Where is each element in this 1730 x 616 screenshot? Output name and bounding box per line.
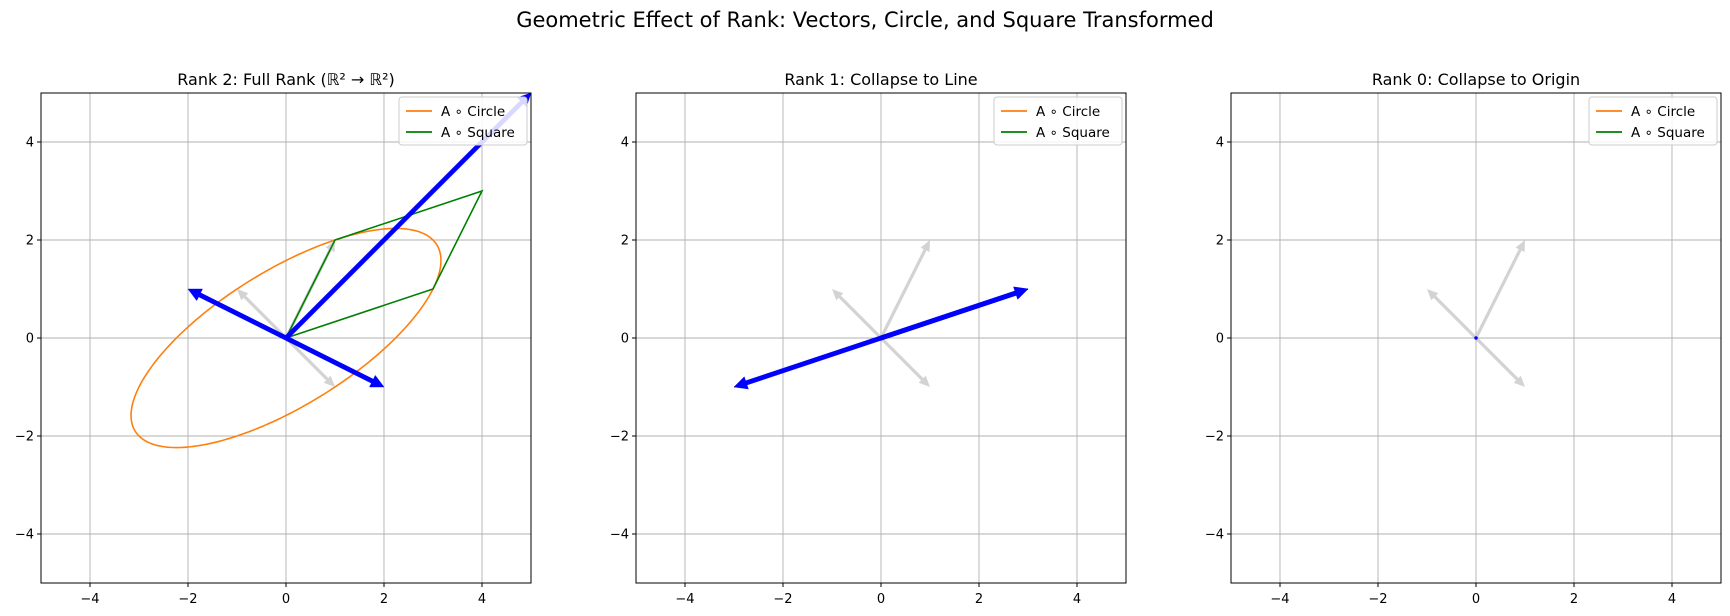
original-vector-arrow	[1427, 289, 1478, 340]
plot-area	[733, 240, 1029, 390]
x-tick-label: 0	[877, 592, 885, 607]
plot-area	[130, 93, 531, 449]
legend-label: A ∘ Square	[441, 125, 515, 141]
legend-label: A ∘ Circle	[1631, 104, 1695, 120]
legend-box	[1588, 96, 1718, 146]
transformed-circle-line	[130, 227, 442, 449]
transformed-vector-arrow	[187, 288, 288, 341]
plot-area	[1427, 240, 1525, 387]
legend-label: A ∘ Circle	[1036, 104, 1100, 120]
x-tick-label: 2	[975, 592, 983, 607]
y-tick-label: −2	[610, 430, 629, 445]
x-tick-label: −2	[178, 592, 197, 607]
y-tick-label: 2	[1216, 234, 1224, 249]
x-tick-label: 4	[1073, 592, 1081, 607]
legend: A ∘ Circle A ∘ Square	[398, 96, 528, 146]
panel-title: Rank 2: Full Rank (ℝ² → ℝ²)	[177, 70, 394, 89]
y-tick-label: −2	[1205, 430, 1224, 445]
legend: A ∘ Circle A ∘ Square	[993, 96, 1123, 146]
x-tick-label: −4	[675, 592, 694, 607]
panel-title: Rank 1: Collapse to Line	[784, 70, 977, 89]
figure-suptitle: Geometric Effect of Rank: Vectors, Circl…	[516, 8, 1214, 32]
y-tick-label: 0	[621, 332, 629, 347]
y-tick-label: 2	[621, 234, 629, 249]
x-tick-label: −2	[1368, 592, 1387, 607]
x-tick-label: −4	[1270, 592, 1289, 607]
x-tick-label: 4	[478, 592, 486, 607]
x-tick-label: 4	[1668, 592, 1676, 607]
y-tick-label: −2	[15, 430, 34, 445]
y-tick-label: 2	[26, 234, 34, 249]
panel-3: −4 −2 0 2 4 −4 −2 0 2 4 Rank 0: Collapse to Origin…	[1205, 70, 1722, 607]
y-tick-label: 0	[26, 332, 34, 347]
y-tick-label: 4	[26, 136, 34, 151]
x-tick-label: −2	[773, 592, 792, 607]
y-tick-label: 0	[1216, 332, 1224, 347]
x-tick-label: 2	[1570, 592, 1578, 607]
transformed-vector-arrow	[880, 286, 1029, 341]
transformed-vector-arrow	[284, 335, 385, 388]
transformed-vector-arrow	[733, 335, 882, 390]
legend-label: A ∘ Square	[1631, 125, 1705, 141]
y-tick-label: 4	[1216, 136, 1224, 151]
legend-box	[993, 96, 1123, 146]
original-vector-arrow	[879, 240, 930, 339]
original-vector-arrow	[879, 336, 930, 387]
x-tick-label: −4	[80, 592, 99, 607]
y-tick-label: 4	[621, 136, 629, 151]
original-vector-arrow	[1474, 240, 1525, 339]
original-vector-arrow	[237, 289, 288, 340]
legend-box	[398, 96, 528, 146]
y-tick-label: −4	[610, 528, 629, 543]
x-tick-label: 0	[282, 592, 290, 607]
original-vector-arrow	[832, 289, 883, 340]
transformed-vector-arrow	[1474, 336, 1478, 340]
panel-1: −4 −2 0 2 4 −4 −2 0 2 4 Rank 2: Full Rank (ℝ² → ℝ²…	[15, 70, 532, 607]
panel-title: Rank 0: Collapse to Origin	[1372, 70, 1580, 89]
legend: A ∘ Circle A ∘ Square	[1588, 96, 1718, 146]
transformed-square-line	[285, 189, 484, 339]
x-tick-label: 0	[1472, 592, 1480, 607]
panel-2: −4 −2 0 2 4 −4 −2 0 2 4 Rank 1: Collapse to Line A …	[610, 70, 1127, 607]
legend-label: A ∘ Circle	[441, 104, 505, 120]
x-tick-label: 2	[380, 592, 388, 607]
original-vector-arrow	[1474, 336, 1525, 387]
legend-label: A ∘ Square	[1036, 125, 1110, 141]
panels: −4 −2 0 2 4 −4 −2 0 2 4 Rank 2: Full Rank (ℝ² → ℝ²…	[15, 70, 1722, 607]
y-tick-label: −4	[15, 528, 34, 543]
y-tick-label: −4	[1205, 528, 1224, 543]
original-vector-arrow	[284, 336, 335, 387]
